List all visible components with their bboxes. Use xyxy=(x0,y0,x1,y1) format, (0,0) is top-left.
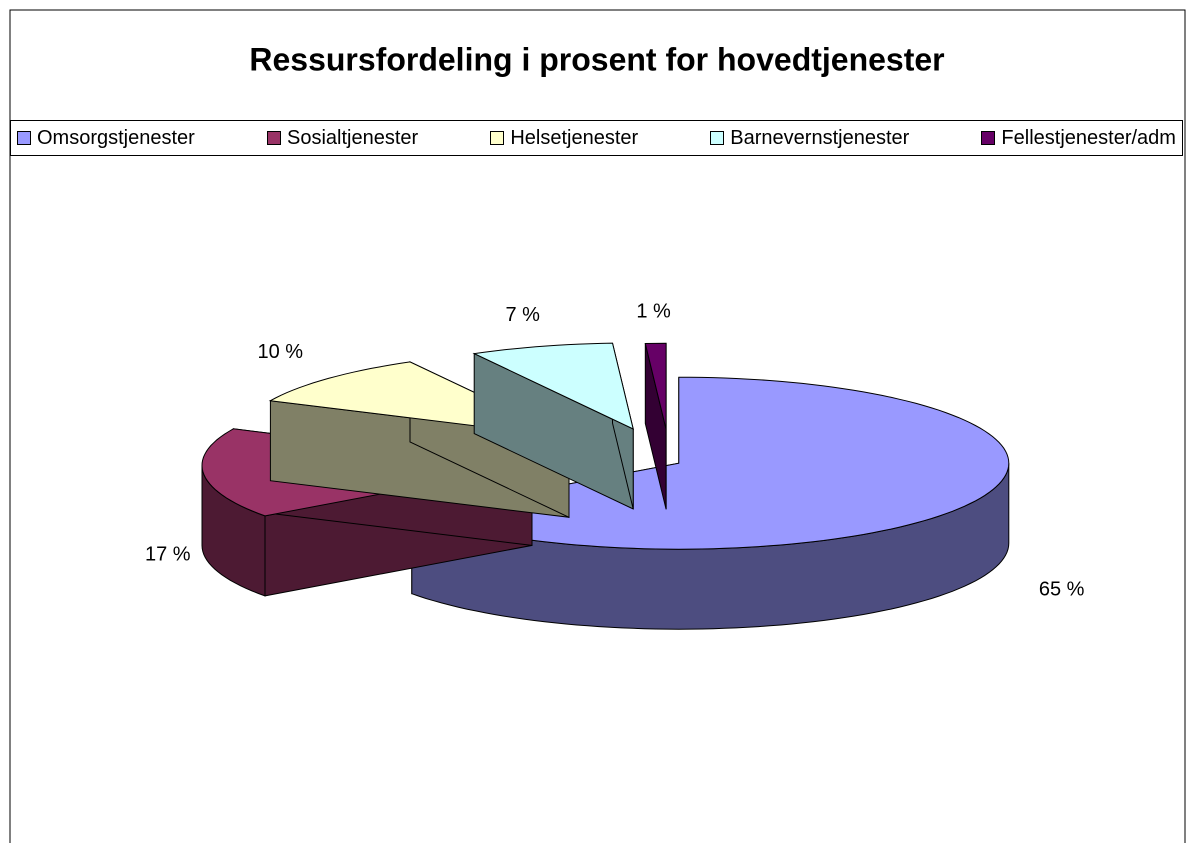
legend-label: Barnevernstjenester xyxy=(730,126,910,149)
legend-item: Barnevernstjenester xyxy=(710,127,909,150)
slice xyxy=(644,342,667,510)
legend-item: Fellestjenester/adm xyxy=(981,127,1176,150)
legend-item: Omsorgstjenester xyxy=(17,127,195,150)
legend-label: Fellestjenester/adm xyxy=(1001,126,1176,149)
data-label: 17 % xyxy=(145,543,191,565)
legend-swatch xyxy=(266,131,281,145)
data-label: 1 % xyxy=(636,300,671,322)
legend-swatch xyxy=(490,131,505,145)
slice xyxy=(472,342,634,510)
legend-label: Helsetjenester xyxy=(510,126,639,149)
legend-swatch xyxy=(710,131,725,145)
legend-item: Helsetjenester xyxy=(490,127,638,150)
data-label: 65 % xyxy=(1039,578,1085,600)
slice xyxy=(644,342,667,430)
slice xyxy=(472,342,634,430)
data-label: 10 % xyxy=(257,341,303,363)
legend-swatch xyxy=(17,131,31,145)
legend-label: Omsorgstjenester xyxy=(37,126,195,149)
legend-label: Sosialtjenester xyxy=(286,126,419,149)
legend: Omsorgstjenester Sosialtjenester Helsetjen… xyxy=(10,120,1183,156)
legend-swatch xyxy=(981,131,996,145)
legend-item: Sosialtjenester xyxy=(266,126,419,150)
chart-title: Ressursfordeling i prosent for hovedtjen… xyxy=(249,41,944,77)
data-label: 7 % xyxy=(505,304,540,326)
